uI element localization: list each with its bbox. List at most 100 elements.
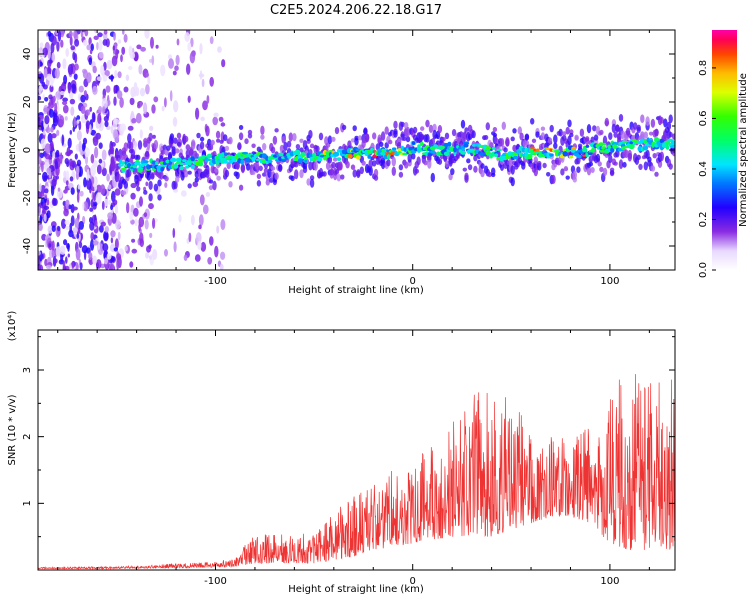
spectrogram-cell	[40, 138, 47, 149]
spectrogram-cell	[313, 161, 318, 171]
spectrogram-cell	[153, 139, 159, 150]
spectrogram-cell	[218, 116, 224, 122]
spectrogram-cell	[294, 161, 299, 168]
spectrogram-cell	[65, 199, 70, 207]
spectrogram-cell	[113, 96, 117, 106]
spectrogram-cell	[634, 132, 640, 140]
spectrogram-cell	[68, 30, 73, 38]
spectrogram-cell	[205, 192, 211, 197]
spectrogram-cell	[597, 161, 602, 167]
spectrogram-cell	[636, 124, 641, 131]
spectrogram-cell	[364, 133, 370, 141]
spectrogram-cell	[57, 30, 62, 42]
spectrogram-cell	[437, 125, 443, 134]
spectrogram-cell	[327, 155, 333, 164]
spectrogram-cell	[69, 36, 73, 46]
spectrogram-cell	[368, 159, 373, 169]
spectrogram-cell	[63, 74, 68, 85]
spectrogram-cell	[444, 160, 450, 168]
spectrogram-cell	[130, 166, 134, 170]
spectrogram-cell	[72, 227, 79, 234]
spectrogram-cell	[238, 125, 244, 130]
snr-x-tick-label: -100	[204, 576, 227, 587]
spectrogram-cell	[74, 153, 78, 160]
spectrogram-cell	[198, 158, 204, 163]
spectrogram-cell	[187, 170, 192, 175]
spectrogram-cell	[220, 251, 226, 260]
spectrogram-cell	[214, 168, 219, 173]
spectrogram-cell	[157, 194, 162, 201]
spectrogram-cell	[43, 107, 50, 113]
spectrogram-cell	[610, 147, 615, 153]
spectrogram-cell	[120, 54, 123, 63]
spectrogram-cell	[510, 165, 515, 175]
spectrogram-cell	[403, 148, 407, 151]
spectrogram-cell	[186, 63, 191, 75]
spectrogram-cell	[260, 134, 265, 140]
spectrogram-cell	[142, 160, 149, 164]
spectrogram-cell	[224, 145, 230, 151]
spectrogram-cell	[425, 119, 430, 128]
spectrogram-heatmap	[38, 30, 675, 270]
spectrogram-cell	[106, 252, 112, 260]
spectrogram-y-tick-label: 20	[22, 96, 33, 109]
spectrogram-cell	[64, 116, 68, 121]
spectrogram-cell	[438, 145, 444, 151]
spectrogram-cell	[216, 175, 221, 181]
spectrogram-cell	[247, 129, 253, 135]
colorbar-ticks: 0.0 0.2 0.4 0.6 0.8	[698, 60, 716, 278]
spectrogram-cell	[69, 98, 76, 105]
spectrogram-cell	[173, 100, 179, 113]
spectrogram-cell	[131, 118, 137, 124]
spectrogram-cell	[164, 249, 168, 257]
spectrogram-cell	[38, 47, 43, 57]
spectrogram-cell	[199, 194, 205, 206]
spectrogram-x-tick-label: 0	[410, 276, 416, 287]
spectrogram-cell	[69, 222, 73, 234]
spectrogram-cell	[467, 164, 473, 171]
spectrogram-cell	[116, 173, 121, 182]
spectrogram-cell	[139, 196, 143, 207]
spectrogram-cell	[254, 160, 260, 170]
spectrogram-cell	[301, 152, 306, 156]
spectrogram-cell	[46, 167, 52, 174]
spectrogram-cell	[209, 236, 214, 246]
spectrogram-cell	[110, 237, 114, 244]
spectrogram-cell	[122, 30, 125, 35]
spectrogram-cell	[50, 184, 55, 197]
spectrogram-cell	[56, 61, 61, 69]
spectrogram-cell	[393, 120, 398, 129]
spectrogram-cell	[73, 73, 78, 80]
spectrogram-cell	[295, 144, 301, 150]
spectrogram-cell	[483, 135, 489, 140]
spectrogram-cell	[74, 39, 80, 47]
spectrogram-cell	[194, 153, 199, 158]
spectrogram-cell	[46, 210, 51, 219]
spectrogram-cell	[340, 174, 345, 180]
spectrogram-cell	[59, 245, 66, 255]
spectrogram-cell	[82, 202, 85, 211]
spectrogram-cell	[351, 150, 355, 153]
spectrogram-cell	[309, 143, 315, 149]
spectrogram-cell	[590, 167, 595, 173]
spectrogram-cell	[370, 148, 374, 151]
spectrogram-cell	[356, 170, 361, 177]
spectrogram-cell	[513, 155, 519, 160]
spectrogram-cell	[92, 65, 97, 74]
spectrogram-cell	[199, 136, 205, 142]
spectrogram-cell	[168, 58, 174, 69]
spectrogram-cell	[59, 152, 63, 165]
spectrogram-cell	[92, 136, 99, 147]
spectrogram-cell	[183, 135, 189, 143]
spectrogram-cell	[51, 225, 56, 232]
spectrogram-cell	[220, 219, 226, 231]
spectrogram-cell	[224, 152, 228, 157]
spectrogram-cell	[102, 243, 109, 252]
spectrogram-cell	[542, 162, 547, 169]
spectrogram-cell	[63, 208, 69, 217]
spectrogram-cell	[460, 119, 466, 129]
spectrogram-cell	[212, 180, 217, 191]
spectrogram-cell	[38, 60, 41, 69]
spectrogram-cell	[92, 85, 98, 95]
